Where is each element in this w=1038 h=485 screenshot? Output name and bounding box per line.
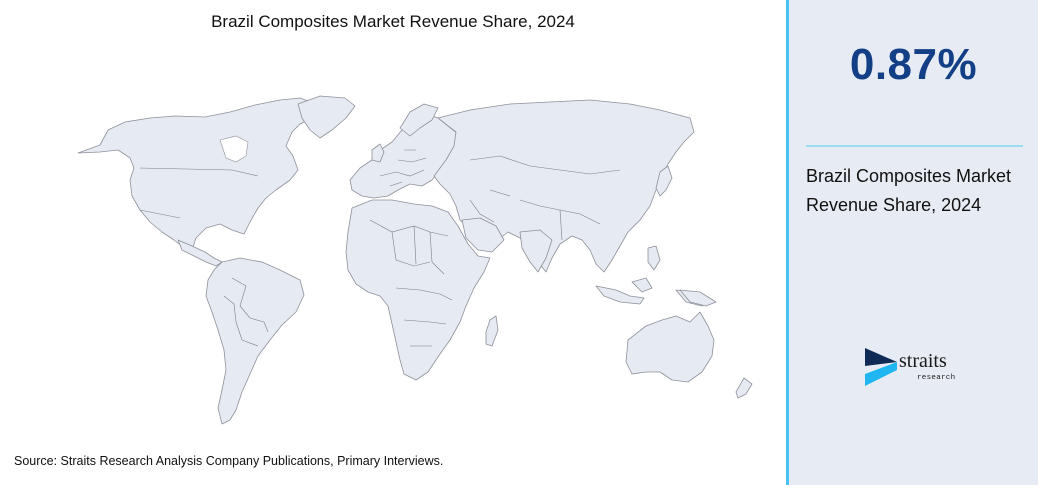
logo-subtitle: research xyxy=(917,374,956,382)
brazil-borders xyxy=(223,277,269,347)
source-note: Source: Straits Research Analysis Compan… xyxy=(14,454,443,468)
asia-borders xyxy=(469,155,621,241)
stat-value: 0.87% xyxy=(849,40,978,89)
north-america xyxy=(77,97,317,251)
africa-borders xyxy=(369,219,453,347)
straits-chevron-icon xyxy=(865,348,897,386)
stat-description: Brazil Composites Market Revenue Share, … xyxy=(806,166,1012,215)
straits-research-logo: straits research xyxy=(865,348,975,388)
central-america xyxy=(177,239,223,267)
panel-divider xyxy=(806,145,1023,147)
asia xyxy=(433,99,695,273)
madagascar xyxy=(485,315,499,347)
uk xyxy=(371,143,385,163)
arabia xyxy=(461,217,505,253)
us-canada-border xyxy=(139,167,259,177)
greenland xyxy=(297,95,356,139)
japan xyxy=(655,165,673,197)
europe-borders xyxy=(379,149,427,187)
stat-panel: 0.87% Brazil Composites Market Revenue S… xyxy=(786,0,1038,485)
india xyxy=(519,229,553,273)
philippines xyxy=(647,245,661,271)
map-area: Brazil Composites Market Revenue Share, … xyxy=(0,12,786,468)
south-america xyxy=(205,257,305,425)
scandinavia xyxy=(399,103,439,137)
new-guinea xyxy=(679,289,717,307)
source-text: : Straits Research Analysis Company Publ… xyxy=(53,454,444,468)
world-map xyxy=(0,90,786,435)
chart-title: Brazil Composites Market Revenue Share, … xyxy=(211,12,575,31)
australia xyxy=(625,311,715,383)
us-mexico-border xyxy=(139,209,181,219)
new-zealand xyxy=(735,377,753,399)
hudson-bay xyxy=(219,135,249,163)
world-map-svg xyxy=(77,95,753,425)
source-label: Source xyxy=(14,454,54,468)
logo-wordmark: straits xyxy=(899,350,947,372)
